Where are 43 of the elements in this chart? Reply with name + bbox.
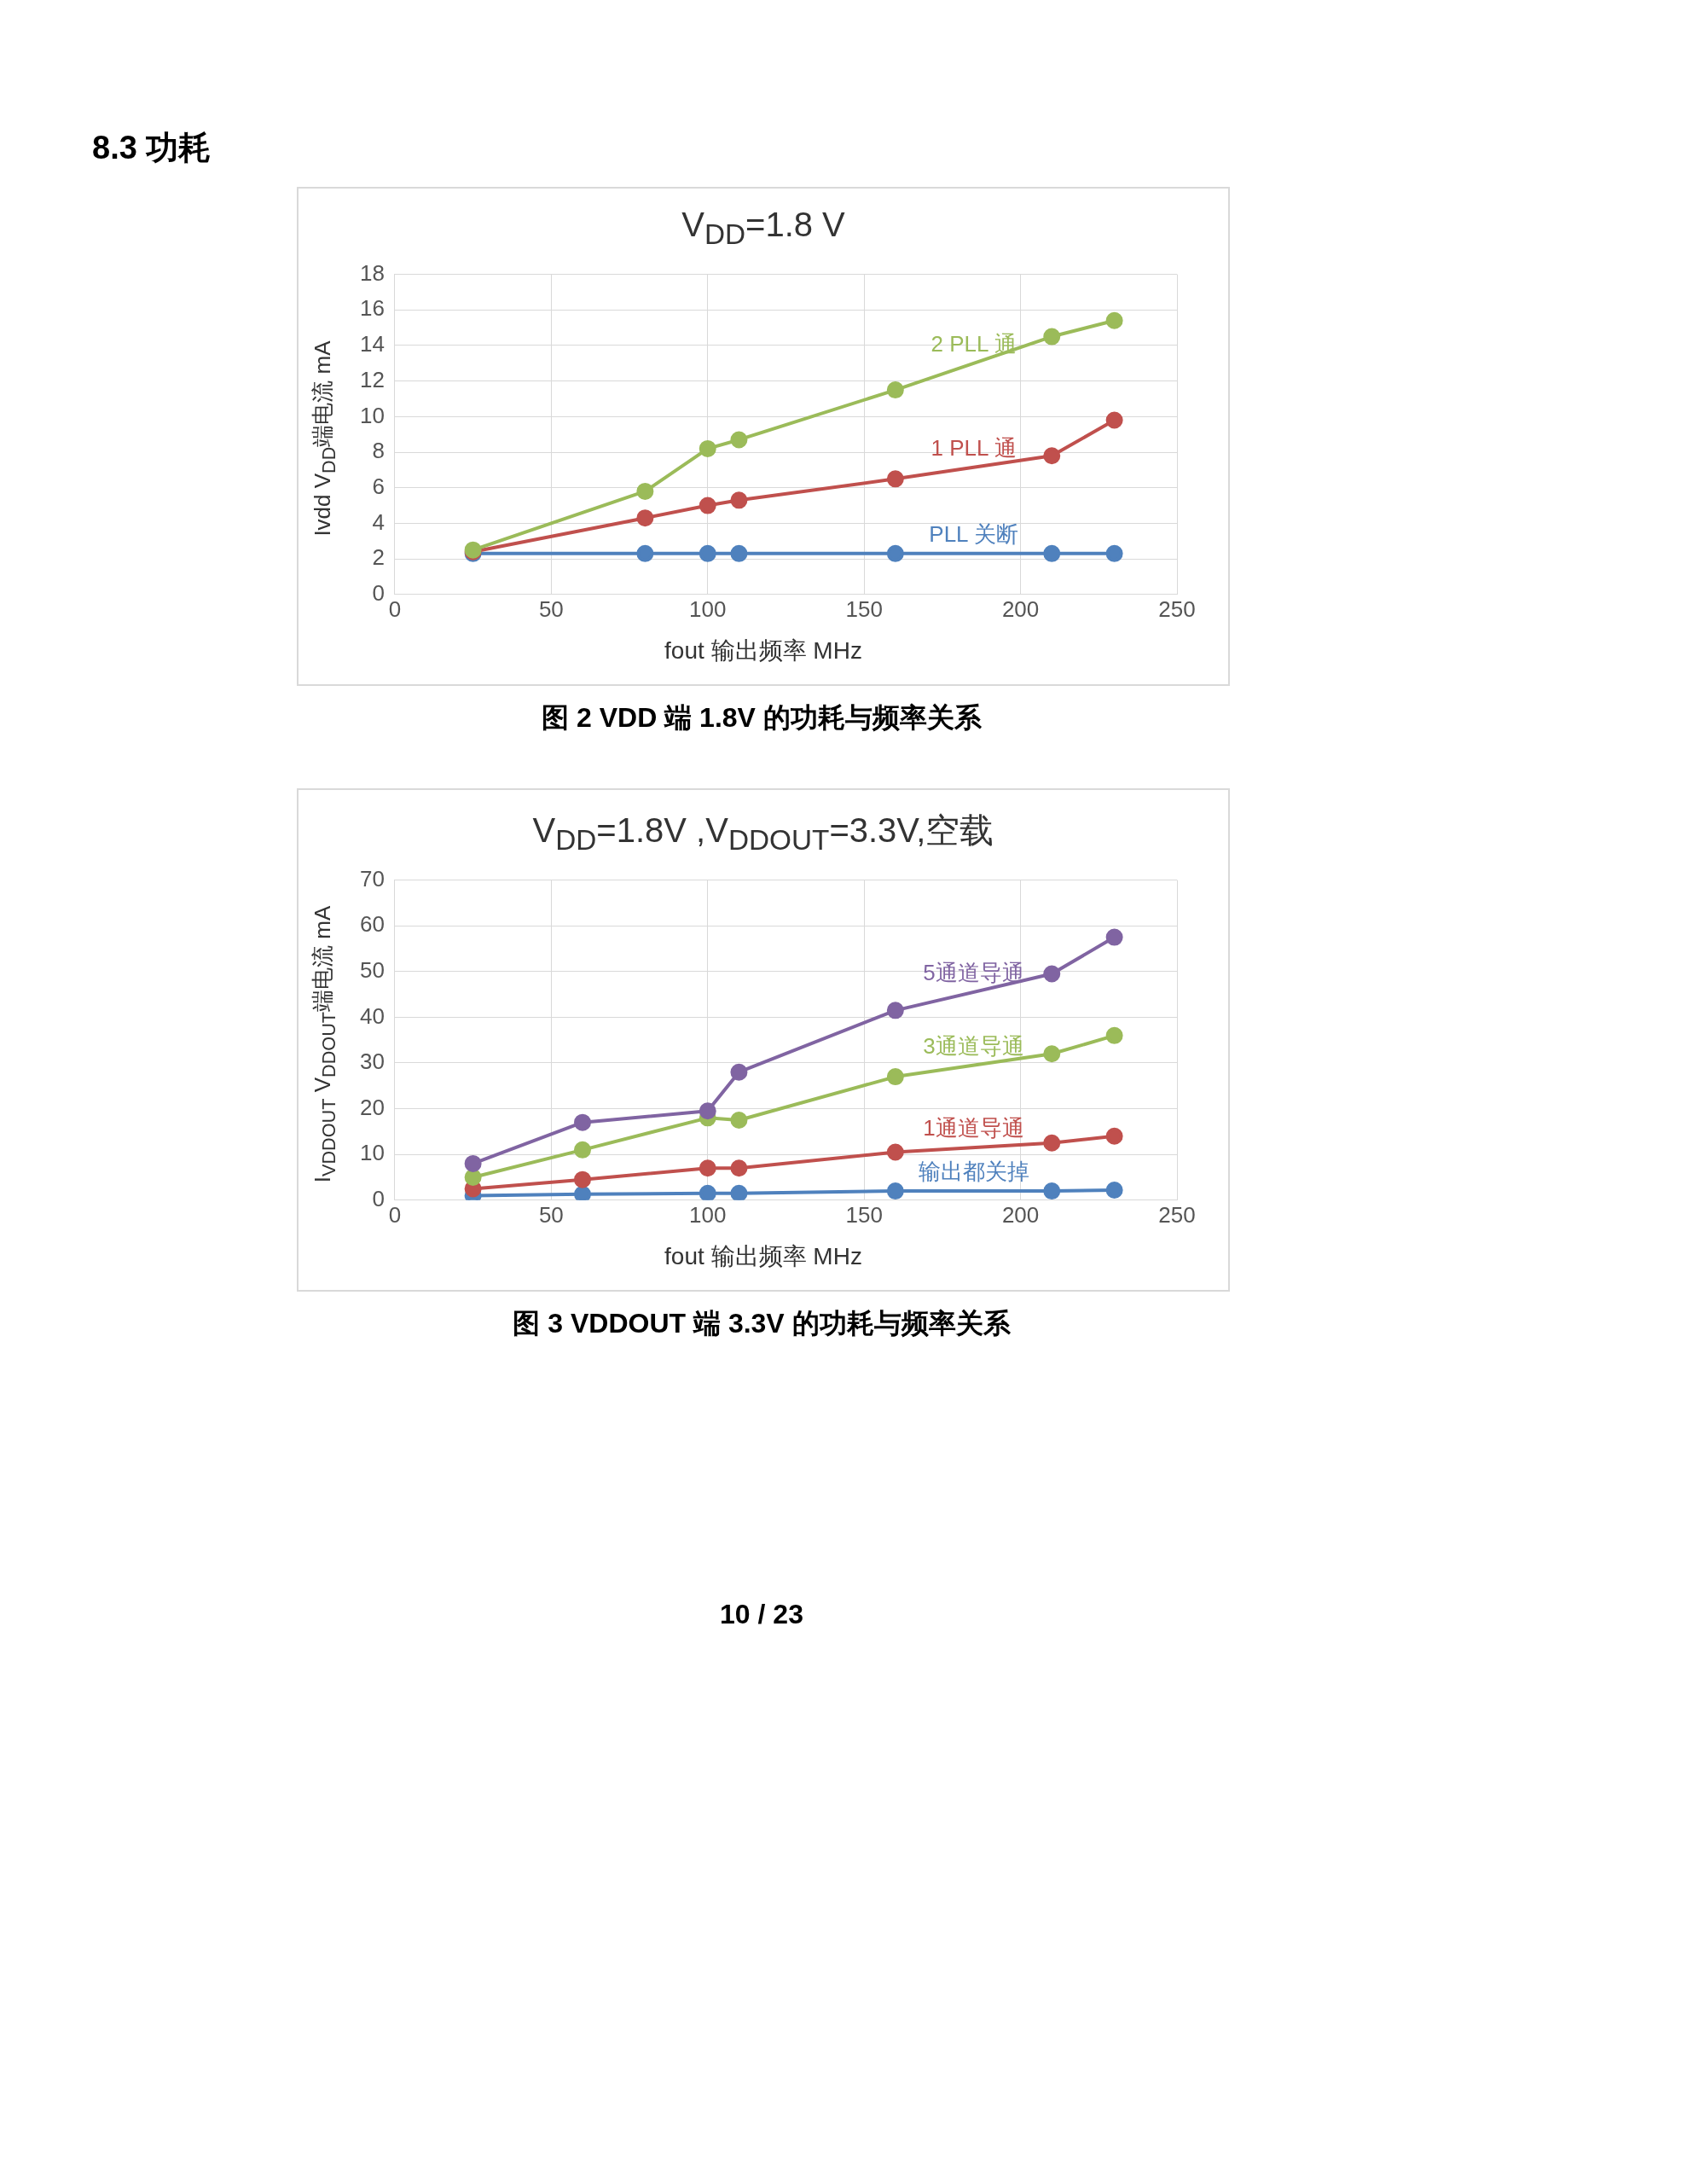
y-tick-label: 16 [360, 295, 385, 322]
x-tick-label: 200 [1001, 1201, 1040, 1228]
y-tick-label: 8 [372, 438, 385, 464]
series-label: 1 PLL 通 [930, 434, 1017, 461]
x-axis-title: fout 输出频率 MHz [664, 636, 863, 665]
text: 8.3 功耗 [92, 129, 212, 167]
x-tick-label: 0 [388, 595, 402, 622]
y-tick-label: 0 [372, 579, 385, 606]
y-tick-label: 14 [360, 331, 385, 357]
y-tick-label: 12 [360, 366, 385, 392]
x-tick-label: 150 [845, 595, 883, 622]
text: 10 / 23 [719, 1599, 804, 1630]
y-tick-label: 4 [372, 508, 385, 535]
y-tick-label: 0 [372, 1185, 385, 1211]
series-label: PLL 关断 [929, 521, 1018, 548]
x-tick-label: 150 [845, 1201, 883, 1228]
x-tick-label: 200 [1001, 595, 1040, 622]
caption: 图 3 VDDOUT 端 3.3V 的功耗与频率关系 [512, 1307, 1012, 1340]
chart-title: V$_{DD}$=1.8V ,V$_{DDOUT}$=3.3V,空载 [531, 810, 995, 857]
y-tick-label: 40 [360, 1002, 385, 1029]
y-tick-label: 50 [360, 956, 385, 983]
x-tick-label: 250 [1158, 595, 1196, 622]
caption: 图 2 VDD 端 1.8V 的功耗与频率关系 [541, 701, 983, 735]
series-label: 1通道导通 [923, 1115, 1024, 1141]
chart-title: V$_{DD}$=1.8 V [681, 206, 846, 251]
x-axis-title: fout 输出频率 MHz [664, 1242, 863, 1271]
y-tick-label: 2 [372, 544, 385, 571]
series-label: 输出都关掉 [918, 1159, 1029, 1185]
y-tick-label: 10 [360, 402, 385, 428]
x-tick-label: 100 [689, 1201, 727, 1228]
y-tick-label: 10 [360, 1140, 385, 1166]
series-label: 3通道导通 [923, 1032, 1024, 1059]
x-tick-label: 50 [538, 1201, 564, 1228]
x-tick-label: 250 [1158, 1201, 1196, 1228]
y-tick-label: 60 [360, 911, 385, 938]
y-tick-label: 18 [360, 259, 385, 286]
y-tick-label: 20 [360, 1094, 385, 1120]
y-tick-label: 70 [360, 865, 385, 892]
x-tick-label: 50 [538, 595, 564, 622]
x-tick-label: 0 [388, 1201, 402, 1228]
y-tick-label: 6 [372, 473, 385, 499]
y-tick-label: 30 [360, 1048, 385, 1075]
x-tick-label: 100 [689, 595, 727, 622]
